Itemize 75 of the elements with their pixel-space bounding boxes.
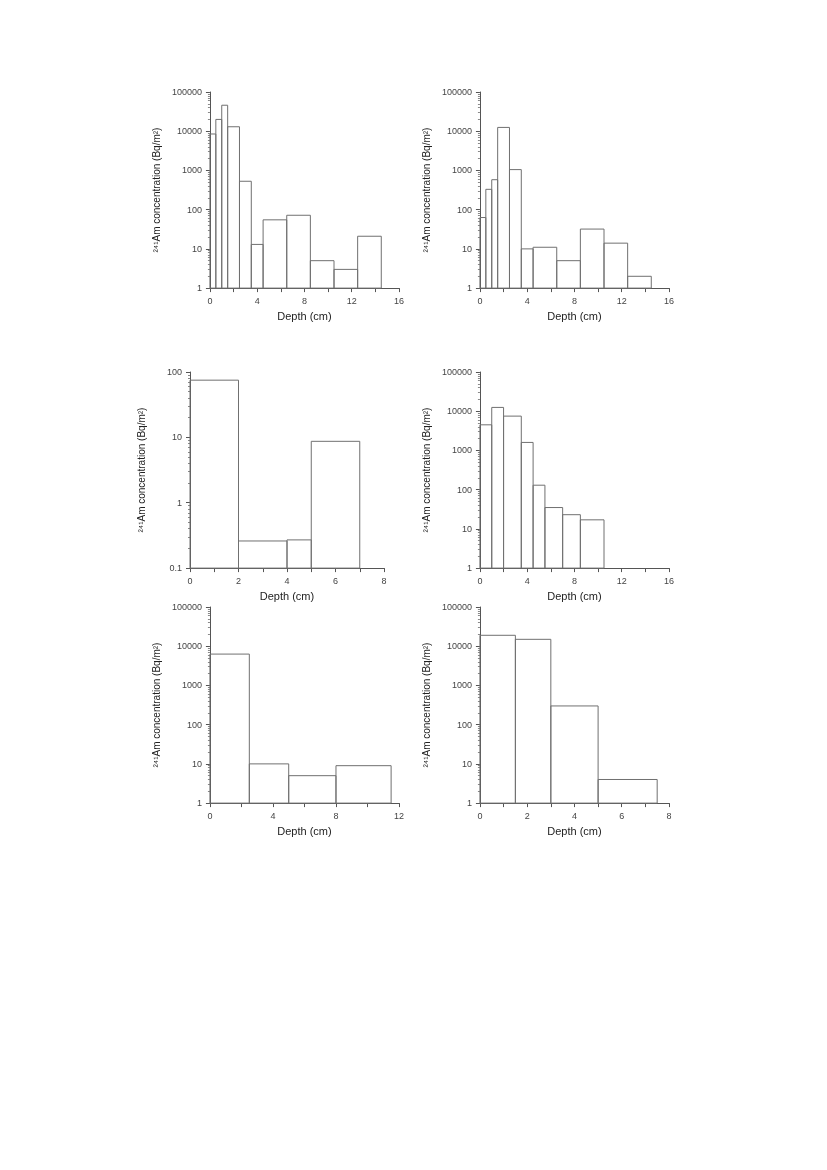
x-tick-label: 0 <box>477 575 483 586</box>
y-tick-label: 100000 <box>171 87 202 97</box>
x-tick-label: 2 <box>235 575 242 586</box>
y-tick-label: 1000 <box>451 165 472 176</box>
y-tick-label: 1000 <box>451 445 472 456</box>
y-tick-label: 10 <box>171 432 182 443</box>
y-tick-label: 1 <box>176 497 182 508</box>
y-tick-label: 100000 <box>441 87 472 97</box>
y-tick-label: 1 <box>466 283 472 294</box>
y-axis-title: ²⁴¹Am concentration (Bq/m²) <box>420 642 432 768</box>
y-axis-title: ²⁴¹Am concentration (Bq/m²) <box>150 127 162 253</box>
y-axis-title: ²⁴¹Am concentration (Bq/m²) <box>420 127 432 253</box>
y-tick-label: 1 <box>196 798 202 809</box>
y-tick-label: 1 <box>196 283 202 294</box>
y-tick-label: 10 <box>461 523 472 534</box>
y-tick-label: 100 <box>456 204 472 215</box>
x-tick-label: 16 <box>663 575 675 586</box>
x-tick-label: 12 <box>616 575 627 586</box>
x-tick-label: 8 <box>301 295 307 306</box>
x-tick-label: 0 <box>207 295 213 306</box>
x-tick-label: 4 <box>524 295 530 306</box>
x-tick-label: 0 <box>207 810 213 821</box>
x-tick-label: 16 <box>663 295 675 306</box>
x-tick-label: 8 <box>666 810 672 821</box>
x-tick-label: 2 <box>524 810 530 821</box>
y-axis-title: ²⁴¹Am concentration (Bq/m²) <box>420 407 432 533</box>
x-tick-label: 4 <box>571 810 577 821</box>
y-tick-label: 100 <box>186 204 202 215</box>
y-tick-label: 10000 <box>176 126 202 137</box>
x-axis-title: Depth (cm) <box>547 824 602 837</box>
y-tick-label: 10000 <box>446 406 472 417</box>
y-tick-label: 10 <box>461 758 472 769</box>
x-axis-title: Depth (cm) <box>277 309 332 322</box>
y-tick-label: 1000 <box>181 680 202 691</box>
y-tick-label: 10 <box>191 758 202 769</box>
x-tick-label: 8 <box>571 295 577 306</box>
x-tick-label: 4 <box>284 575 290 586</box>
x-tick-label: 0 <box>477 295 483 306</box>
x-tick-label: 12 <box>616 295 627 306</box>
y-tick-label: 100 <box>456 484 472 495</box>
x-axis-title: Depth (cm) <box>547 309 602 322</box>
x-tick-label: 8 <box>381 575 387 586</box>
y-tick-label: 0.1 <box>169 563 182 574</box>
x-tick-label: 4 <box>524 575 530 586</box>
y-tick-label: 10 <box>461 243 472 254</box>
y-axis-title: ²⁴¹Am concentration (Bq/m²) <box>150 642 162 768</box>
x-tick-label: 8 <box>571 575 577 586</box>
y-tick-label: 100 <box>186 719 202 730</box>
y-tick-label: 10 <box>191 243 202 254</box>
x-tick-label: 16 <box>393 295 405 306</box>
y-tick-label: 10000 <box>176 641 202 652</box>
y-axis-title: ²⁴¹Am concentration (Bq/m²) <box>135 407 147 533</box>
x-axis-title: Depth (cm) <box>547 589 602 602</box>
y-tick-label: 100000 <box>441 367 472 377</box>
x-axis-title: Depth (cm) <box>259 589 315 602</box>
y-tick-label: 100000 <box>441 602 472 612</box>
x-tick-label: 8 <box>333 810 339 821</box>
y-tick-label: 1000 <box>451 680 472 691</box>
x-tick-label: 0 <box>477 810 483 821</box>
x-tick-label: 4 <box>270 810 276 821</box>
y-tick-label: 1000 <box>181 165 202 176</box>
y-tick-label: 100 <box>166 367 182 377</box>
x-axis-title: Depth (cm) <box>277 824 332 837</box>
x-tick-label: 4 <box>254 295 260 306</box>
y-tick-label: 1 <box>466 798 472 809</box>
x-tick-label: 12 <box>393 810 405 821</box>
y-tick-label: 100000 <box>171 602 202 612</box>
x-tick-label: 12 <box>346 295 357 306</box>
y-tick-label: 10000 <box>446 126 472 137</box>
y-tick-label: 1 <box>466 563 472 574</box>
x-tick-label: 6 <box>332 575 339 586</box>
x-tick-label: 6 <box>619 810 625 821</box>
y-tick-label: 10000 <box>446 641 472 652</box>
y-tick-label: 100 <box>456 719 472 730</box>
x-tick-label: 0 <box>187 575 193 586</box>
